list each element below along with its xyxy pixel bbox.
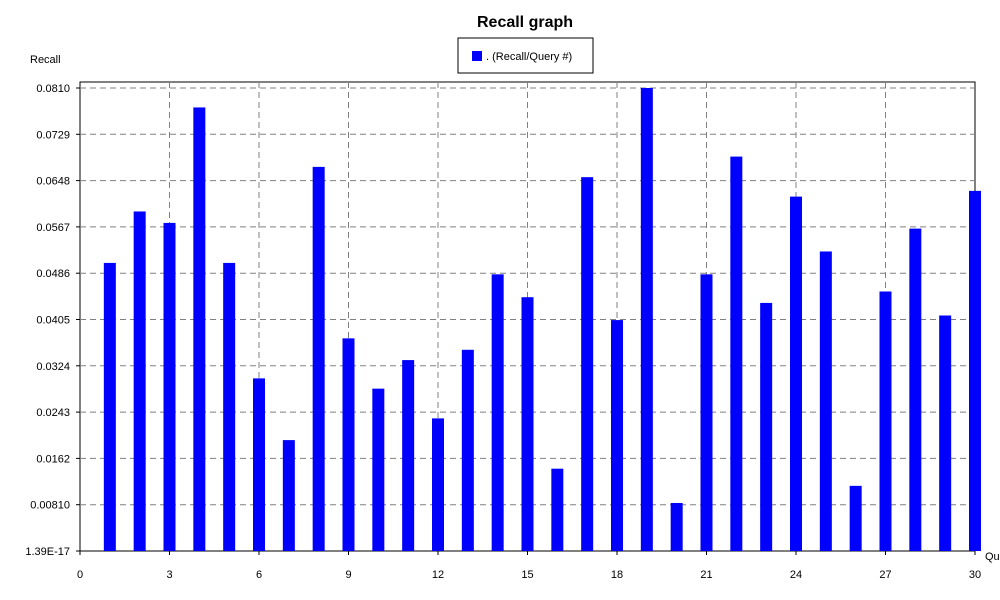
chart-title: Recall graph (477, 14, 573, 31)
y-axis-label: Recall (30, 54, 61, 66)
bar (402, 360, 415, 551)
bar (461, 349, 474, 551)
y-tick-label: 0.0729 (36, 129, 70, 141)
bar (342, 338, 355, 551)
legend: . (Recall/Query #) (457, 37, 594, 74)
x-tick-label: 27 (879, 569, 891, 581)
x-tick-label: 12 (432, 569, 444, 581)
bar (253, 378, 265, 551)
bar (312, 166, 325, 552)
x-tick-label: 6 (256, 569, 262, 581)
x-tick-label: 0 (77, 569, 83, 581)
x-tick-label: 21 (700, 569, 712, 581)
x-tick-label: 24 (790, 569, 802, 581)
y-tick-label: 1.39E-17 (25, 546, 70, 558)
x-tick-label: 3 (166, 569, 172, 581)
x-tick-label: 30 (969, 569, 981, 581)
bar (790, 196, 802, 552)
y-tick-label: 0.0405 (36, 315, 70, 327)
y-tick-label: 0.0162 (36, 453, 70, 465)
bar (700, 274, 713, 551)
y-tick-label: 0.0648 (36, 176, 70, 188)
bar (223, 262, 236, 551)
x-axis: 0 3 6 9 12 15 18 21 24 27 30 (77, 551, 981, 581)
bar (611, 320, 623, 551)
bar (849, 485, 862, 551)
y-tick-label: 0.0243 (36, 407, 70, 419)
bar (879, 291, 892, 551)
bars (103, 88, 981, 552)
bar (521, 297, 534, 551)
y-tick-label: 0.0567 (36, 222, 70, 234)
bar (939, 315, 952, 551)
bar (640, 88, 653, 551)
legend-label: . (Recall/Query #) (486, 51, 572, 63)
y-axis: 1.39E-17 0.00810 0.0162 0.0243 0.0324 0.0405 0… (25, 83, 80, 558)
x-tick-label: 18 (611, 569, 623, 581)
x-tick-label: 9 (345, 569, 351, 581)
bar (551, 468, 564, 551)
legend-swatch (472, 51, 482, 61)
y-tick-label: 0.0324 (36, 361, 70, 373)
bar (432, 418, 444, 551)
bar (103, 262, 116, 551)
x-axis-label: Qu (985, 551, 1000, 563)
x-tick-label: 15 (521, 569, 533, 581)
bar (760, 302, 773, 551)
bar (730, 156, 743, 551)
bar (909, 228, 922, 552)
bar (819, 251, 832, 552)
y-tick-label: 0.0486 (36, 268, 70, 280)
bar (282, 440, 295, 551)
y-tick-label: 0.0810 (36, 83, 70, 95)
bar (670, 502, 683, 551)
bar (133, 211, 146, 551)
bar (163, 222, 176, 552)
y-tick-label: 0.00810 (30, 500, 70, 512)
bar (969, 190, 981, 551)
bar (193, 107, 206, 551)
bar (372, 388, 385, 551)
bar (491, 274, 504, 551)
bar (581, 177, 594, 552)
